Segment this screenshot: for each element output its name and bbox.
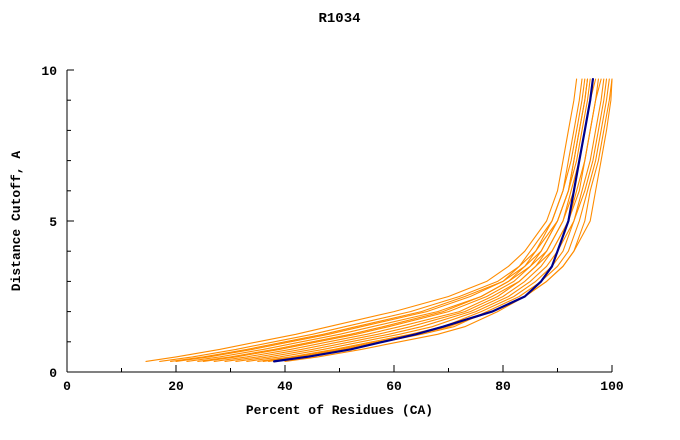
model-series-line xyxy=(145,78,578,362)
x-tick-label: 80 xyxy=(495,379,511,394)
y-tick-label: 5 xyxy=(49,215,57,230)
x-axis-title: Percent of Residues (CA) xyxy=(246,403,433,418)
model-series-line xyxy=(202,78,594,362)
y-tick-label: 10 xyxy=(41,64,57,79)
y-axis-title: Distance Cutoff, A xyxy=(9,151,24,292)
y-tick-label: 0 xyxy=(49,366,57,381)
model-series-line xyxy=(257,78,608,362)
chart-title: R1034 xyxy=(318,11,360,27)
x-tick-label: 20 xyxy=(168,379,184,394)
model-series-line xyxy=(246,78,605,362)
x-tick-label: 40 xyxy=(277,379,293,394)
model-series-line xyxy=(235,78,602,362)
model-series-line xyxy=(197,78,591,362)
model-series-line xyxy=(175,78,586,362)
model-series-line xyxy=(159,78,583,362)
model-series-line xyxy=(284,78,613,362)
x-tick-label: 100 xyxy=(600,379,624,394)
x-tick-label: 60 xyxy=(386,379,402,394)
x-tick-label: 0 xyxy=(63,379,71,394)
highlight-series-line xyxy=(273,77,595,363)
